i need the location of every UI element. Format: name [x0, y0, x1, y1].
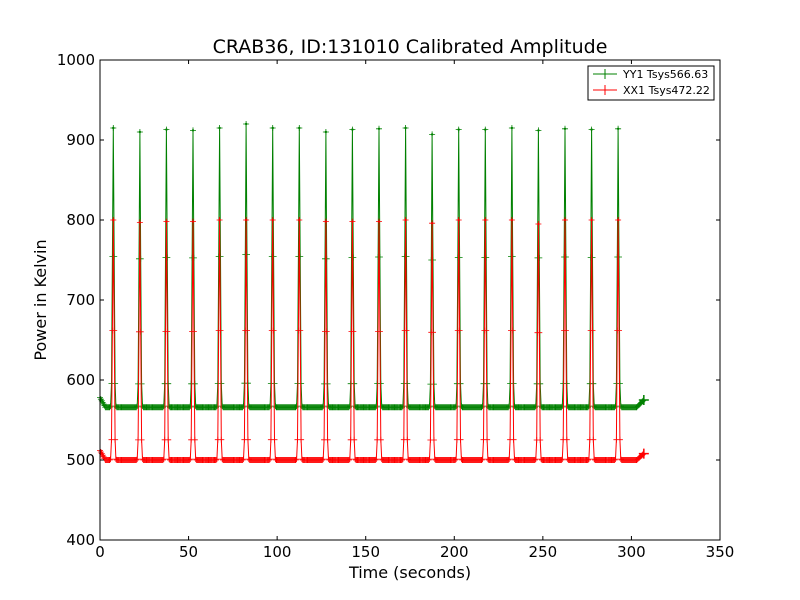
y-tick-label: 800	[66, 211, 95, 229]
peak-point	[191, 220, 195, 223]
peak-point	[351, 220, 354, 223]
peak-point	[404, 218, 407, 222]
peak-point	[484, 128, 487, 131]
peak-point	[218, 126, 221, 130]
peak-point	[484, 218, 487, 222]
legend-box	[587, 65, 715, 101]
tick-layer: 0 50 100 150 200 250 300 350 400 500 600 700 800 900 1…	[57, 51, 735, 561]
y-axis-label: Power in Kelvin	[31, 239, 50, 360]
peak-point	[271, 126, 274, 130]
peak-point	[324, 220, 328, 223]
y-tick-label: 400	[66, 531, 95, 549]
legend-label-xx1: XX1 Tsys472.22	[623, 84, 710, 97]
x-tick-label: 150	[351, 543, 380, 561]
peak-point	[165, 220, 168, 223]
peak-point	[244, 122, 248, 126]
peak-point	[324, 130, 328, 134]
peak-point	[510, 218, 514, 222]
peak-point	[590, 128, 593, 131]
x-axis-label: Time (seconds)	[348, 563, 471, 582]
peak-point	[271, 218, 274, 222]
peak-point	[430, 133, 434, 136]
y-tick-label: 500	[66, 451, 95, 469]
plot-area-frame	[99, 59, 721, 541]
x-tick-label: 350	[706, 543, 735, 561]
peak-point	[298, 218, 301, 222]
peak-point	[404, 126, 407, 130]
peak-point	[138, 130, 142, 134]
y-tick-label: 700	[66, 291, 95, 309]
legend: YY1 Tsys566.63 XX1 Tsys472.22	[587, 65, 715, 101]
peak-point	[616, 127, 620, 130]
peak-point	[563, 218, 567, 222]
peak-point	[430, 222, 434, 225]
peak-point	[377, 127, 381, 130]
peak-point	[616, 218, 620, 222]
x-tick-label: 50	[179, 543, 198, 561]
peak-point	[457, 218, 460, 222]
y-tick-label: 900	[66, 131, 95, 149]
peak-point	[138, 221, 142, 224]
series-layer	[97, 121, 649, 463]
peak-point	[537, 222, 540, 226]
peak-point	[244, 218, 248, 222]
x-tick-label: 300	[617, 543, 646, 561]
series-yy1	[97, 121, 649, 411]
x-tick-label: 200	[440, 543, 469, 561]
peak-point	[563, 127, 567, 130]
x-tick-label: 100	[263, 543, 292, 561]
peak-point	[165, 128, 168, 131]
peak-point	[457, 128, 460, 131]
legend-marker-yy1	[600, 69, 610, 79]
legend-label-yy1: YY1 Tsys566.63	[622, 68, 708, 81]
legend-marker-xx1	[600, 85, 610, 95]
peak-point	[537, 129, 540, 132]
peak-point	[191, 129, 195, 132]
end-marker	[638, 395, 649, 405]
y-tick-label: 600	[66, 371, 95, 389]
x-tick-label: 250	[529, 543, 558, 561]
peak-point	[112, 218, 115, 222]
chart-title: CRAB36, ID:131010 Calibrated Amplitude	[213, 36, 608, 58]
peak-point	[218, 218, 221, 222]
peak-point	[377, 220, 381, 223]
peak-point	[112, 126, 115, 130]
x-tick-label: 0	[95, 543, 105, 561]
peak-point	[510, 126, 514, 130]
peak-point	[590, 218, 593, 222]
peak-point	[351, 128, 354, 131]
y-tick-label: 1000	[57, 51, 95, 69]
end-marker	[638, 448, 649, 459]
peak-point	[298, 126, 301, 130]
